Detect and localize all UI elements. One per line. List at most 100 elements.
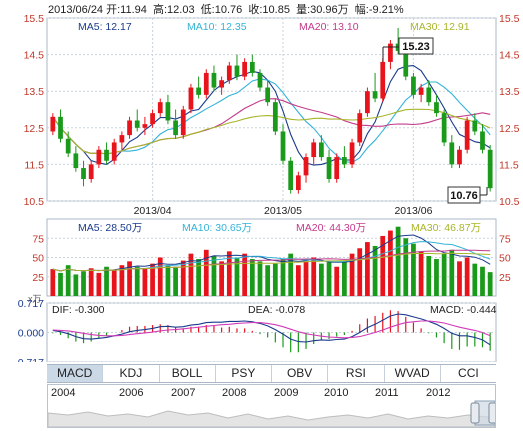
timeline-year: 2012 bbox=[426, 387, 451, 399]
history-timeline[interactable]: 2004 2006 2007 2008 2009 2010 2011 2012 bbox=[47, 384, 496, 428]
date-tick: 2013/05 bbox=[264, 205, 302, 217]
candle-body bbox=[242, 61, 248, 77]
volume-bar bbox=[434, 259, 439, 296]
dif-legend: DIF: -0.300 bbox=[52, 304, 105, 316]
volume-bar bbox=[411, 243, 416, 296]
low-callout: 10.76 bbox=[450, 190, 478, 202]
candle-body bbox=[119, 135, 125, 143]
candle-body bbox=[434, 102, 439, 114]
tab-macd[interactable]: MACD bbox=[47, 365, 104, 382]
volume-bar bbox=[157, 257, 163, 296]
volume-bar bbox=[472, 263, 478, 296]
timeline-year: 2011 bbox=[375, 387, 399, 399]
date-tick: 2013/06 bbox=[394, 205, 432, 217]
candle-body bbox=[280, 131, 286, 161]
tab-wvad[interactable]: WVAD bbox=[384, 365, 441, 382]
timeline-year: 2007 bbox=[171, 387, 196, 399]
volume-axis: 25 25 50 50 75 75 bbox=[32, 233, 511, 284]
quote-header: 2013/06/24 开:11.94 高:12.03 低:10.76 收:10.… bbox=[48, 4, 404, 16]
volume-unit: x万 bbox=[28, 294, 42, 304]
candle-body bbox=[88, 164, 94, 180]
timeline-right-handle[interactable] bbox=[488, 402, 495, 424]
price-tick-right: 14.5 bbox=[499, 50, 520, 62]
volume-bar bbox=[457, 261, 462, 296]
tab-obv[interactable]: OBV bbox=[272, 365, 329, 382]
low-callout-box bbox=[447, 186, 481, 204]
candle-body bbox=[81, 168, 86, 180]
candle-body bbox=[150, 113, 155, 125]
volume-bar bbox=[249, 259, 255, 296]
volume-bar bbox=[111, 269, 117, 296]
volume-tick-right: 50 bbox=[499, 253, 511, 265]
volume-bar bbox=[50, 269, 56, 296]
volume-bar bbox=[365, 242, 370, 296]
volume-bar bbox=[464, 257, 470, 296]
volume-bar bbox=[426, 255, 432, 296]
tab-rsi[interactable]: RSI bbox=[328, 365, 385, 382]
volume-bar bbox=[480, 266, 485, 296]
volume-tick-left: 25 bbox=[32, 272, 44, 284]
volume-bar bbox=[326, 262, 332, 296]
volume-bar bbox=[265, 265, 271, 296]
candle-body bbox=[426, 87, 432, 103]
price-tick-left: 14.5 bbox=[24, 50, 45, 62]
volume-tick-right: 25 bbox=[499, 272, 511, 284]
dea-line bbox=[52, 320, 491, 339]
volume-bar bbox=[418, 251, 424, 296]
candle-body bbox=[349, 142, 355, 165]
candle-body bbox=[234, 65, 240, 77]
candle-body bbox=[342, 157, 347, 165]
candle-body bbox=[265, 87, 271, 103]
price-tick-right: 10.5 bbox=[499, 196, 520, 208]
tab-kdj[interactable]: KDJ bbox=[103, 365, 160, 382]
volume-bar bbox=[226, 251, 232, 296]
timeline-year: 2010 bbox=[324, 387, 349, 399]
candle-body bbox=[157, 102, 163, 114]
candle-body bbox=[487, 149, 493, 189]
volume-bar bbox=[441, 253, 447, 296]
timeline-year: 2008 bbox=[222, 387, 247, 399]
candle-body bbox=[372, 91, 378, 99]
volume-bar bbox=[449, 249, 455, 296]
timeline-year: 2006 bbox=[119, 387, 144, 399]
candle-body bbox=[134, 120, 140, 128]
date-axis: 2013/04 2013/05 2013/06 bbox=[134, 205, 433, 217]
candle-body bbox=[73, 153, 79, 169]
tab-cci[interactable]: CCI bbox=[440, 365, 496, 382]
volume-bar bbox=[96, 272, 102, 296]
volume-bar bbox=[395, 226, 401, 296]
volume-bar bbox=[142, 268, 148, 296]
volume-bars bbox=[50, 226, 493, 296]
candle-body bbox=[441, 113, 447, 143]
volume-bar bbox=[165, 265, 171, 296]
volume-bar bbox=[318, 263, 324, 296]
ma10-line bbox=[52, 78, 491, 164]
volume-bar bbox=[380, 235, 386, 296]
volume-bar bbox=[487, 272, 493, 296]
volume-bar bbox=[349, 253, 355, 296]
candle-body bbox=[104, 149, 109, 161]
tab-boll[interactable]: BOLL bbox=[159, 365, 216, 382]
candle-body bbox=[257, 72, 263, 88]
candle-body bbox=[326, 157, 332, 180]
timeline-left-handle[interactable] bbox=[470, 402, 480, 424]
candle-body bbox=[311, 142, 317, 158]
volume-bar bbox=[272, 263, 278, 296]
candle-body bbox=[457, 149, 462, 165]
candle-body bbox=[464, 120, 470, 150]
candle-body bbox=[203, 72, 209, 95]
volume-bar bbox=[234, 257, 240, 296]
price-tick-right: 11.5 bbox=[499, 159, 519, 171]
volume-tick-right: 75 bbox=[499, 233, 511, 245]
tab-psy[interactable]: PSY bbox=[215, 365, 272, 382]
timeline-year: 2004 bbox=[51, 387, 76, 399]
candle-body bbox=[357, 113, 363, 143]
candle-body bbox=[180, 109, 186, 136]
volume-bar bbox=[303, 261, 309, 296]
candle-body bbox=[142, 124, 148, 128]
moving-average-lines bbox=[52, 65, 491, 166]
candle-body bbox=[249, 61, 255, 73]
volume-bar bbox=[403, 238, 409, 296]
volume-tick-left: 50 bbox=[32, 253, 44, 265]
volume-bar bbox=[211, 255, 217, 296]
